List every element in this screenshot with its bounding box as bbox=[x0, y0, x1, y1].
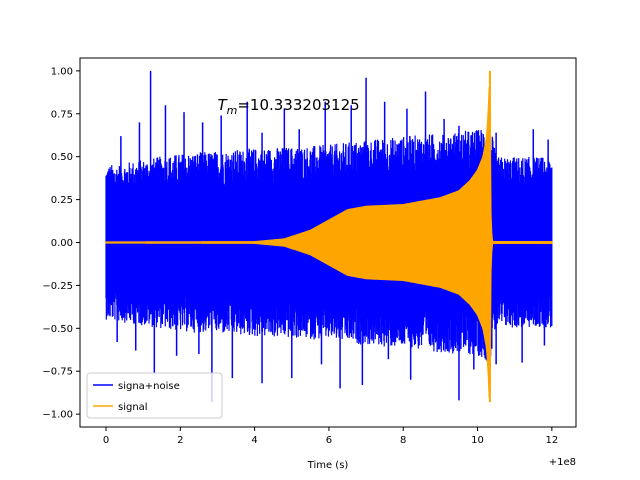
y-tick-label: 0.00 bbox=[51, 238, 73, 249]
legend: signa+noise signal bbox=[86, 372, 223, 419]
y-tick-label: 0.50 bbox=[51, 152, 73, 163]
y-tick-label: −0.25 bbox=[42, 281, 73, 292]
y-tick-label: 0.75 bbox=[51, 109, 73, 120]
x-tick-label: 2 bbox=[177, 435, 183, 446]
x-tick-label: 8 bbox=[400, 435, 406, 446]
legend-label-signal: signal bbox=[118, 402, 148, 413]
x-tick-label: 4 bbox=[251, 435, 257, 446]
x-axis-label: Time (s) bbox=[307, 460, 349, 471]
x-tick-label: 6 bbox=[326, 435, 332, 446]
y-tick-label: 0.25 bbox=[51, 195, 73, 206]
y-tick-label: 1.00 bbox=[51, 66, 73, 77]
x-tick-label: 12 bbox=[545, 435, 558, 446]
annotation-symbol: T bbox=[217, 96, 228, 114]
x-tick-label: 10 bbox=[471, 435, 484, 446]
annotation-text: Tm=10.333203125 bbox=[217, 96, 359, 117]
y-axis: 1.00 0.75 0.50 0.25 0.00 −0.25 −0.50 −0.75 −1.00 bbox=[42, 66, 80, 421]
series-signal bbox=[105, 70, 553, 403]
x-axis-offset-label: +1e8 bbox=[549, 457, 576, 468]
legend-label-signa-noise: signa+noise bbox=[118, 381, 180, 392]
plot-area bbox=[105, 70, 553, 403]
y-tick-label: −1.00 bbox=[42, 410, 73, 421]
y-tick-label: −0.50 bbox=[42, 324, 73, 335]
y-tick-label: −0.75 bbox=[42, 367, 73, 378]
annotation-value: =10.333203125 bbox=[237, 96, 359, 114]
legend-box bbox=[86, 372, 223, 419]
x-axis: 0 2 4 6 8 10 12 bbox=[103, 427, 558, 446]
signal-envelope bbox=[105, 87, 553, 398]
annotation-subscript: m bbox=[227, 104, 238, 117]
x-tick-label: 0 bbox=[103, 435, 109, 446]
